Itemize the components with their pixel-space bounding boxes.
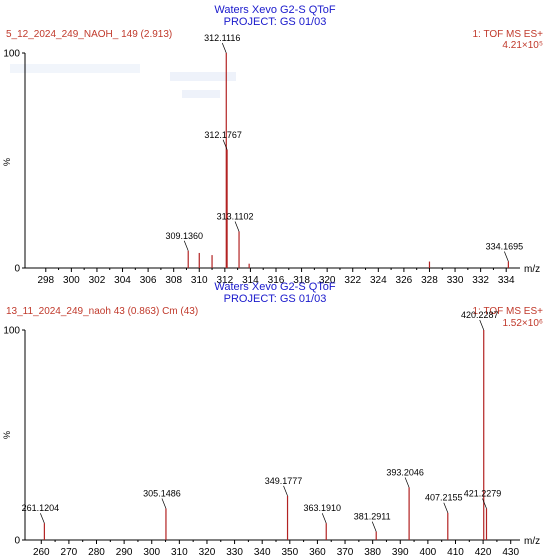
peak-label: 393.2046 bbox=[386, 468, 424, 478]
x-tick-label: 270 bbox=[61, 547, 78, 558]
x-tick-label: 280 bbox=[88, 547, 105, 558]
spectrum-panel-top: Waters Xevo G2-S QToF PROJECT: GS 01/03 … bbox=[2, 4, 543, 286]
x-tick-label: 400 bbox=[420, 547, 437, 558]
x-tick-label: 308 bbox=[165, 275, 182, 286]
peak-leader bbox=[404, 477, 410, 488]
x-tick-label: 380 bbox=[364, 547, 381, 558]
peak-label: 312.1767 bbox=[204, 130, 242, 140]
project-subtitle: PROJECT: GS 01/03 bbox=[224, 293, 327, 305]
x-axis-label: m/z bbox=[524, 264, 540, 275]
peak-label: 334.1695 bbox=[486, 242, 524, 252]
x-tick-label: 330 bbox=[447, 275, 464, 286]
peak-label: 407.2155 bbox=[425, 493, 463, 503]
y-tick-label: 100 bbox=[3, 326, 20, 337]
peak-label: 261.1204 bbox=[22, 503, 60, 513]
peak-leader bbox=[479, 319, 485, 331]
peak-leader bbox=[161, 498, 167, 509]
peak-leader bbox=[234, 221, 240, 232]
peak-label: 349.1777 bbox=[265, 476, 303, 486]
x-tick-label: 320 bbox=[199, 547, 216, 558]
peak-leader bbox=[504, 251, 509, 262]
mode-label: 1: TOF MS ES+ bbox=[473, 29, 544, 40]
x-tick-label: 360 bbox=[309, 547, 326, 558]
spectrum-panel-bottom: Waters Xevo G2-S QToF PROJECT: GS 01/03 … bbox=[2, 281, 543, 558]
peak-leader bbox=[222, 139, 228, 150]
instrument-title: Waters Xevo G2-S QToF bbox=[214, 4, 336, 16]
x-tick-label: 390 bbox=[392, 547, 409, 558]
peak-leader bbox=[482, 498, 487, 509]
x-tick-label: 318 bbox=[293, 275, 310, 286]
peak-leader bbox=[183, 240, 189, 251]
x-tick-label: 312 bbox=[216, 275, 233, 286]
peak-label: 421.2279 bbox=[464, 489, 502, 499]
x-tick-label: 370 bbox=[337, 547, 354, 558]
x-tick-label: 332 bbox=[472, 275, 489, 286]
x-tick-label: 300 bbox=[63, 275, 80, 286]
peak-label: 420.2287 bbox=[461, 310, 499, 320]
x-tick-label: 430 bbox=[502, 547, 519, 558]
ghost-artifacts bbox=[10, 64, 236, 98]
x-tick-label: 310 bbox=[191, 275, 208, 286]
peak-leader bbox=[371, 521, 377, 532]
peak-label: 312.1116 bbox=[204, 33, 240, 43]
mode-label: 1: TOF MS ES+ bbox=[473, 306, 544, 317]
x-tick-label: 314 bbox=[242, 275, 259, 286]
y-tick-label: 0 bbox=[14, 536, 20, 547]
x-tick-label: 324 bbox=[370, 275, 387, 286]
peak-label: 381.2911 bbox=[354, 512, 391, 522]
instrument-title: Waters Xevo G2-S QToF bbox=[214, 281, 336, 293]
x-tick-label: 306 bbox=[140, 275, 157, 286]
x-tick-label: 350 bbox=[281, 547, 298, 558]
x-tick-label: 320 bbox=[319, 275, 336, 286]
x-tick-label: 302 bbox=[89, 275, 106, 286]
intensity-label: 1.52×10⁶ bbox=[502, 318, 543, 329]
peak-label: 313.1102 bbox=[217, 211, 254, 221]
sample-label: 13_11_2024_249_naoh 43 (0.863) Cm (43) bbox=[6, 306, 198, 317]
intensity-label: 4.21×10⁵ bbox=[502, 40, 543, 51]
x-axis-label: m/z bbox=[524, 536, 540, 547]
x-tick-label: 334 bbox=[498, 275, 515, 286]
y-tick-label: 0 bbox=[14, 264, 20, 275]
x-tick-label: 310 bbox=[171, 547, 188, 558]
x-tick-label: 330 bbox=[226, 547, 243, 558]
peak-label: 363.1910 bbox=[303, 503, 341, 513]
x-tick-label: 328 bbox=[421, 275, 438, 286]
x-tick-label: 322 bbox=[344, 275, 361, 286]
y-axis-label: % bbox=[2, 431, 12, 439]
peak-leader bbox=[443, 502, 449, 513]
x-tick-label: 300 bbox=[143, 547, 160, 558]
y-axis-label: % bbox=[2, 158, 12, 166]
sample-label: 5_12_2024_249_NAOH_ 149 (2.913) bbox=[6, 29, 172, 40]
peak-label: 305.1486 bbox=[143, 489, 181, 499]
x-tick-label: 316 bbox=[268, 275, 285, 286]
peak-leader bbox=[40, 513, 45, 524]
x-tick-label: 304 bbox=[114, 275, 131, 286]
x-tick-label: 326 bbox=[396, 275, 413, 286]
project-subtitle: PROJECT: GS 01/03 bbox=[224, 16, 327, 28]
y-tick-label: 100 bbox=[3, 49, 20, 60]
x-tick-label: 260 bbox=[33, 547, 50, 558]
x-tick-label: 410 bbox=[447, 547, 464, 558]
peak-leader bbox=[321, 513, 327, 524]
x-tick-label: 420 bbox=[475, 547, 492, 558]
peak-label: 309.1360 bbox=[165, 231, 203, 241]
peak-leader bbox=[221, 42, 227, 54]
peak-leader bbox=[283, 485, 288, 497]
x-tick-label: 340 bbox=[254, 547, 271, 558]
x-tick-label: 298 bbox=[37, 275, 54, 286]
x-tick-label: 290 bbox=[116, 547, 133, 558]
